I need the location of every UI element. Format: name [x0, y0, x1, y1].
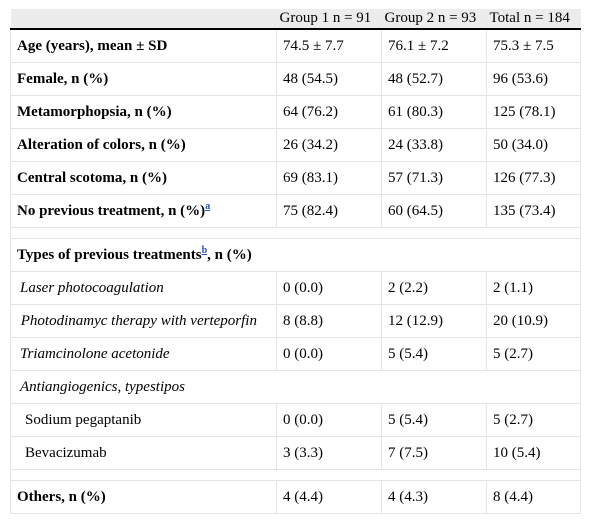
- cell-value: 8 (4.4): [486, 480, 581, 514]
- cell-value: 0 (0.0): [276, 337, 382, 371]
- cell-value: 20 (10.9): [486, 304, 581, 338]
- cell-value: 48 (52.7): [381, 62, 487, 96]
- header-blank: [10, 9, 277, 30]
- cell-value: 74.5 ± 7.7: [276, 28, 382, 63]
- spacer-row: [10, 227, 581, 239]
- cell-value: 5 (5.4): [381, 403, 487, 437]
- table-row: Types of previous treatmentsb, n (%): [10, 238, 581, 272]
- cell-value: 10 (5.4): [486, 436, 581, 470]
- cell-value: 26 (34.2): [276, 128, 382, 162]
- cell-value: 64 (76.2): [276, 95, 382, 129]
- cell-value: 2 (1.1): [486, 271, 581, 305]
- cell-value: 126 (77.3): [486, 161, 581, 195]
- table-row: Central scotoma, n (%) 69 (83.1) 57 (71.…: [10, 161, 581, 195]
- cell-value: 0 (0.0): [276, 403, 382, 437]
- cell-value: 135 (73.4): [486, 194, 581, 228]
- table-row: Photodinamyc therapy with verteporfin 8 …: [10, 304, 581, 338]
- table-row: Antiangiogenics, typestipos: [10, 370, 581, 404]
- cell-value: 24 (33.8): [381, 128, 487, 162]
- row-label-triamcinolone: Triamcinolone acetonide: [10, 337, 277, 371]
- label-suffix: , n (%): [207, 247, 252, 263]
- baseline-characteristics-table: Group 1 n = 91 Group 2 n = 93 Total n = …: [10, 9, 581, 514]
- cell-value: 4 (4.3): [381, 480, 487, 514]
- table-row: Others, n (%) 4 (4.4) 4 (4.3) 8 (4.4): [10, 480, 581, 514]
- table-row: Bevacizumab 3 (3.3) 7 (7.5) 10 (5.4): [10, 436, 581, 470]
- cell-value: 2 (2.2): [381, 271, 487, 305]
- cell-value: 8 (8.8): [276, 304, 382, 338]
- row-label-photodynamic-therapy: Photodinamyc therapy with verteporfin: [10, 304, 277, 338]
- cell-value: 0 (0.0): [276, 271, 382, 305]
- row-label-age: Age (years), mean ± SD: [10, 28, 277, 63]
- cell-value: 50 (34.0): [486, 128, 581, 162]
- cell-value: 4 (4.4): [276, 480, 382, 514]
- table-header-row: Group 1 n = 91 Group 2 n = 93 Total n = …: [10, 9, 581, 30]
- cell-value: 69 (83.1): [276, 161, 382, 195]
- cell-value: 5 (5.4): [381, 337, 487, 371]
- table-row: Sodium pegaptanib 0 (0.0) 5 (5.4) 5 (2.7…: [10, 403, 581, 437]
- row-label-female: Female, n (%): [10, 62, 277, 96]
- cell-value: 61 (80.3): [381, 95, 487, 129]
- row-label-bevacizumab: Bevacizumab: [10, 436, 277, 470]
- label-text: No previous treatment, n (%): [17, 203, 206, 219]
- footnote-link-b[interactable]: b: [201, 245, 208, 256]
- header-total: Total n = 184: [486, 9, 581, 30]
- table-row: Age (years), mean ± SD 74.5 ± 7.7 76.1 ±…: [10, 28, 581, 63]
- table-row: No previous treatment, n (%)a 75 (82.4) …: [10, 194, 581, 228]
- spacer-cell: [10, 227, 581, 239]
- cell-value: 57 (71.3): [381, 161, 487, 195]
- row-label-metamorphopsia: Metamorphopsia, n (%): [10, 95, 277, 129]
- cell-value: 96 (53.6): [486, 62, 581, 96]
- table-row: Female, n (%) 48 (54.5) 48 (52.7) 96 (53…: [10, 62, 581, 96]
- header-group1: Group 1 n = 91: [276, 9, 382, 30]
- cell-value: 3 (3.3): [276, 436, 382, 470]
- cell-value: 125 (78.1): [486, 95, 581, 129]
- row-label-no-previous-treatment: No previous treatment, n (%)a: [10, 194, 277, 228]
- row-label-central-scotoma: Central scotoma, n (%): [10, 161, 277, 195]
- row-label-sodium-pegaptanib: Sodium pegaptanib: [10, 403, 277, 437]
- cell-value: 5 (2.7): [486, 337, 581, 371]
- cell-value: 75.3 ± 7.5: [486, 28, 581, 63]
- cell-value: 76.1 ± 7.2: [381, 28, 487, 63]
- cell-value: 5 (2.7): [486, 403, 581, 437]
- cell-value: 12 (12.9): [381, 304, 487, 338]
- label-text: Photodinamyc therapy with verteporfin: [20, 313, 257, 329]
- section-heading-previous-treatments: Types of previous treatmentsb, n (%): [10, 238, 581, 272]
- spacer-cell: [10, 469, 581, 481]
- table-row: Metamorphopsia, n (%) 64 (76.2) 61 (80.3…: [10, 95, 581, 129]
- label-text: Types of previous treatments: [17, 247, 202, 263]
- table-row: Laser photocoagulation 0 (0.0) 2 (2.2) 2…: [10, 271, 581, 305]
- table-row: Alteration of colors, n (%) 26 (34.2) 24…: [10, 128, 581, 162]
- table-row: Triamcinolone acetonide 0 (0.0) 5 (5.4) …: [10, 337, 581, 371]
- row-label-laser-photocoagulation: Laser photocoagulation: [10, 271, 277, 305]
- spacer-row: [10, 469, 581, 481]
- row-label-alteration-of-colors: Alteration of colors, n (%): [10, 128, 277, 162]
- cell-value: 7 (7.5): [381, 436, 487, 470]
- cell-value: 75 (82.4): [276, 194, 382, 228]
- row-label-others: Others, n (%): [10, 480, 277, 514]
- footnote-link-a[interactable]: a: [205, 201, 211, 212]
- header-group2: Group 2 n = 93: [381, 9, 487, 30]
- subheading-antiangiogenics: Antiangiogenics, typestipos: [10, 370, 581, 404]
- cell-value: 60 (64.5): [381, 194, 487, 228]
- cell-value: 48 (54.5): [276, 62, 382, 96]
